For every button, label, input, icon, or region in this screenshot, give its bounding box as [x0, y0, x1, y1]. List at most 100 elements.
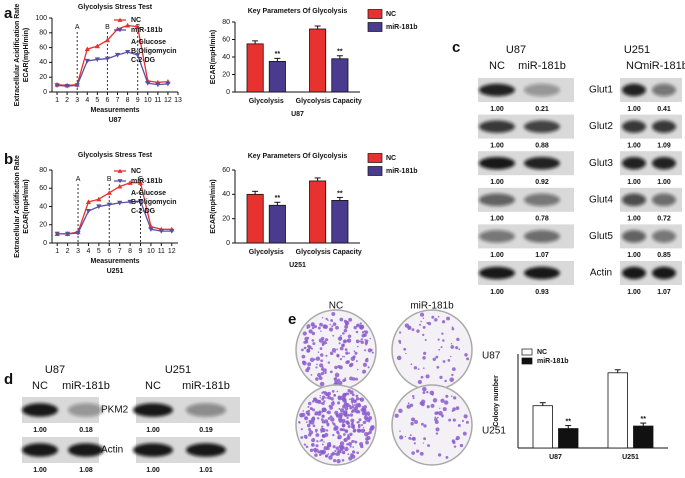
colony	[302, 331, 307, 336]
bar	[607, 372, 628, 449]
quantification: 0.41	[657, 106, 671, 113]
colony	[317, 450, 321, 454]
colony	[459, 443, 464, 448]
y-axis-label: Extracellular Acidification Rate	[14, 3, 21, 106]
blot-band	[524, 83, 560, 97]
colony	[307, 344, 311, 348]
colony	[427, 321, 432, 326]
colony	[456, 337, 460, 342]
colony	[435, 355, 439, 359]
quantification: 1.00	[490, 106, 504, 113]
colony	[364, 408, 367, 411]
colony	[327, 361, 331, 364]
colony	[319, 322, 323, 327]
quantification: 1.00	[33, 467, 47, 474]
colony	[338, 412, 343, 417]
colony	[360, 338, 364, 341]
data-point	[137, 180, 144, 185]
lane-label: NC	[489, 60, 505, 72]
colony	[408, 326, 410, 329]
panel-letter: b	[4, 151, 13, 168]
colony	[417, 379, 422, 385]
colony	[355, 330, 359, 334]
colony	[331, 405, 333, 407]
colony	[420, 422, 424, 426]
y-tick-label: 40	[39, 59, 47, 66]
colony	[363, 330, 366, 333]
colony	[329, 323, 331, 326]
colony	[316, 440, 319, 443]
blot-band	[622, 193, 646, 207]
y-axis-label: Extracellular Acidification Rate	[14, 155, 21, 258]
colony	[450, 343, 453, 345]
colony	[343, 340, 347, 343]
colony	[350, 453, 354, 457]
colony	[437, 338, 440, 341]
colony	[367, 366, 370, 369]
y-tick-label: 100	[35, 15, 47, 22]
colony	[407, 402, 410, 405]
colony	[315, 356, 321, 361]
colony	[399, 430, 401, 432]
colony	[344, 348, 348, 351]
colony	[353, 440, 355, 442]
colony	[394, 413, 399, 418]
colony	[314, 413, 317, 416]
colony	[432, 398, 438, 403]
colony	[355, 360, 358, 363]
quantification: 1.00	[627, 289, 641, 296]
bar	[331, 200, 349, 244]
colony	[322, 324, 327, 329]
cell-line-label: U87	[45, 364, 65, 376]
colony	[399, 435, 404, 440]
colony	[325, 429, 329, 432]
colony	[300, 436, 304, 439]
colony	[303, 340, 307, 344]
colony	[308, 430, 314, 435]
protein-label: Glut3	[589, 158, 613, 169]
blot-band	[68, 443, 104, 457]
colony	[450, 345, 455, 349]
colony	[326, 396, 329, 399]
colony	[362, 362, 367, 367]
bar	[268, 60, 286, 93]
colony	[353, 404, 356, 407]
colony	[354, 377, 358, 381]
colony	[325, 342, 328, 345]
x-tick-label: 3	[76, 248, 80, 255]
colony	[324, 419, 329, 424]
colony	[348, 317, 353, 322]
quantification: 1.00	[490, 216, 504, 223]
colony	[431, 315, 435, 319]
bar	[633, 425, 654, 449]
colony	[452, 418, 456, 422]
legend-label: NC	[131, 17, 141, 24]
colony	[319, 394, 321, 397]
colony	[412, 394, 415, 398]
colony	[309, 357, 315, 363]
colony	[318, 376, 323, 381]
colony	[352, 446, 355, 448]
legend-marker	[117, 168, 123, 173]
colony	[321, 397, 324, 401]
blot-band	[524, 266, 560, 280]
legend-label: miR-181b	[131, 27, 163, 34]
colony	[311, 443, 315, 447]
colony	[365, 343, 368, 346]
quantification: 1.01	[199, 467, 213, 474]
colony	[354, 440, 358, 444]
x-tick-label: 10	[147, 248, 155, 255]
colony	[340, 408, 345, 413]
quantification: 1.00	[627, 142, 641, 149]
colony	[315, 377, 319, 381]
data-point	[137, 198, 144, 204]
series-line	[57, 200, 172, 235]
colony	[440, 346, 443, 349]
colony	[321, 410, 324, 413]
quantification: 1.09	[657, 142, 671, 149]
colony	[315, 430, 318, 433]
x-tick-label: 4	[86, 248, 90, 255]
colony	[447, 359, 451, 362]
colony	[462, 431, 467, 436]
colony	[415, 449, 420, 453]
